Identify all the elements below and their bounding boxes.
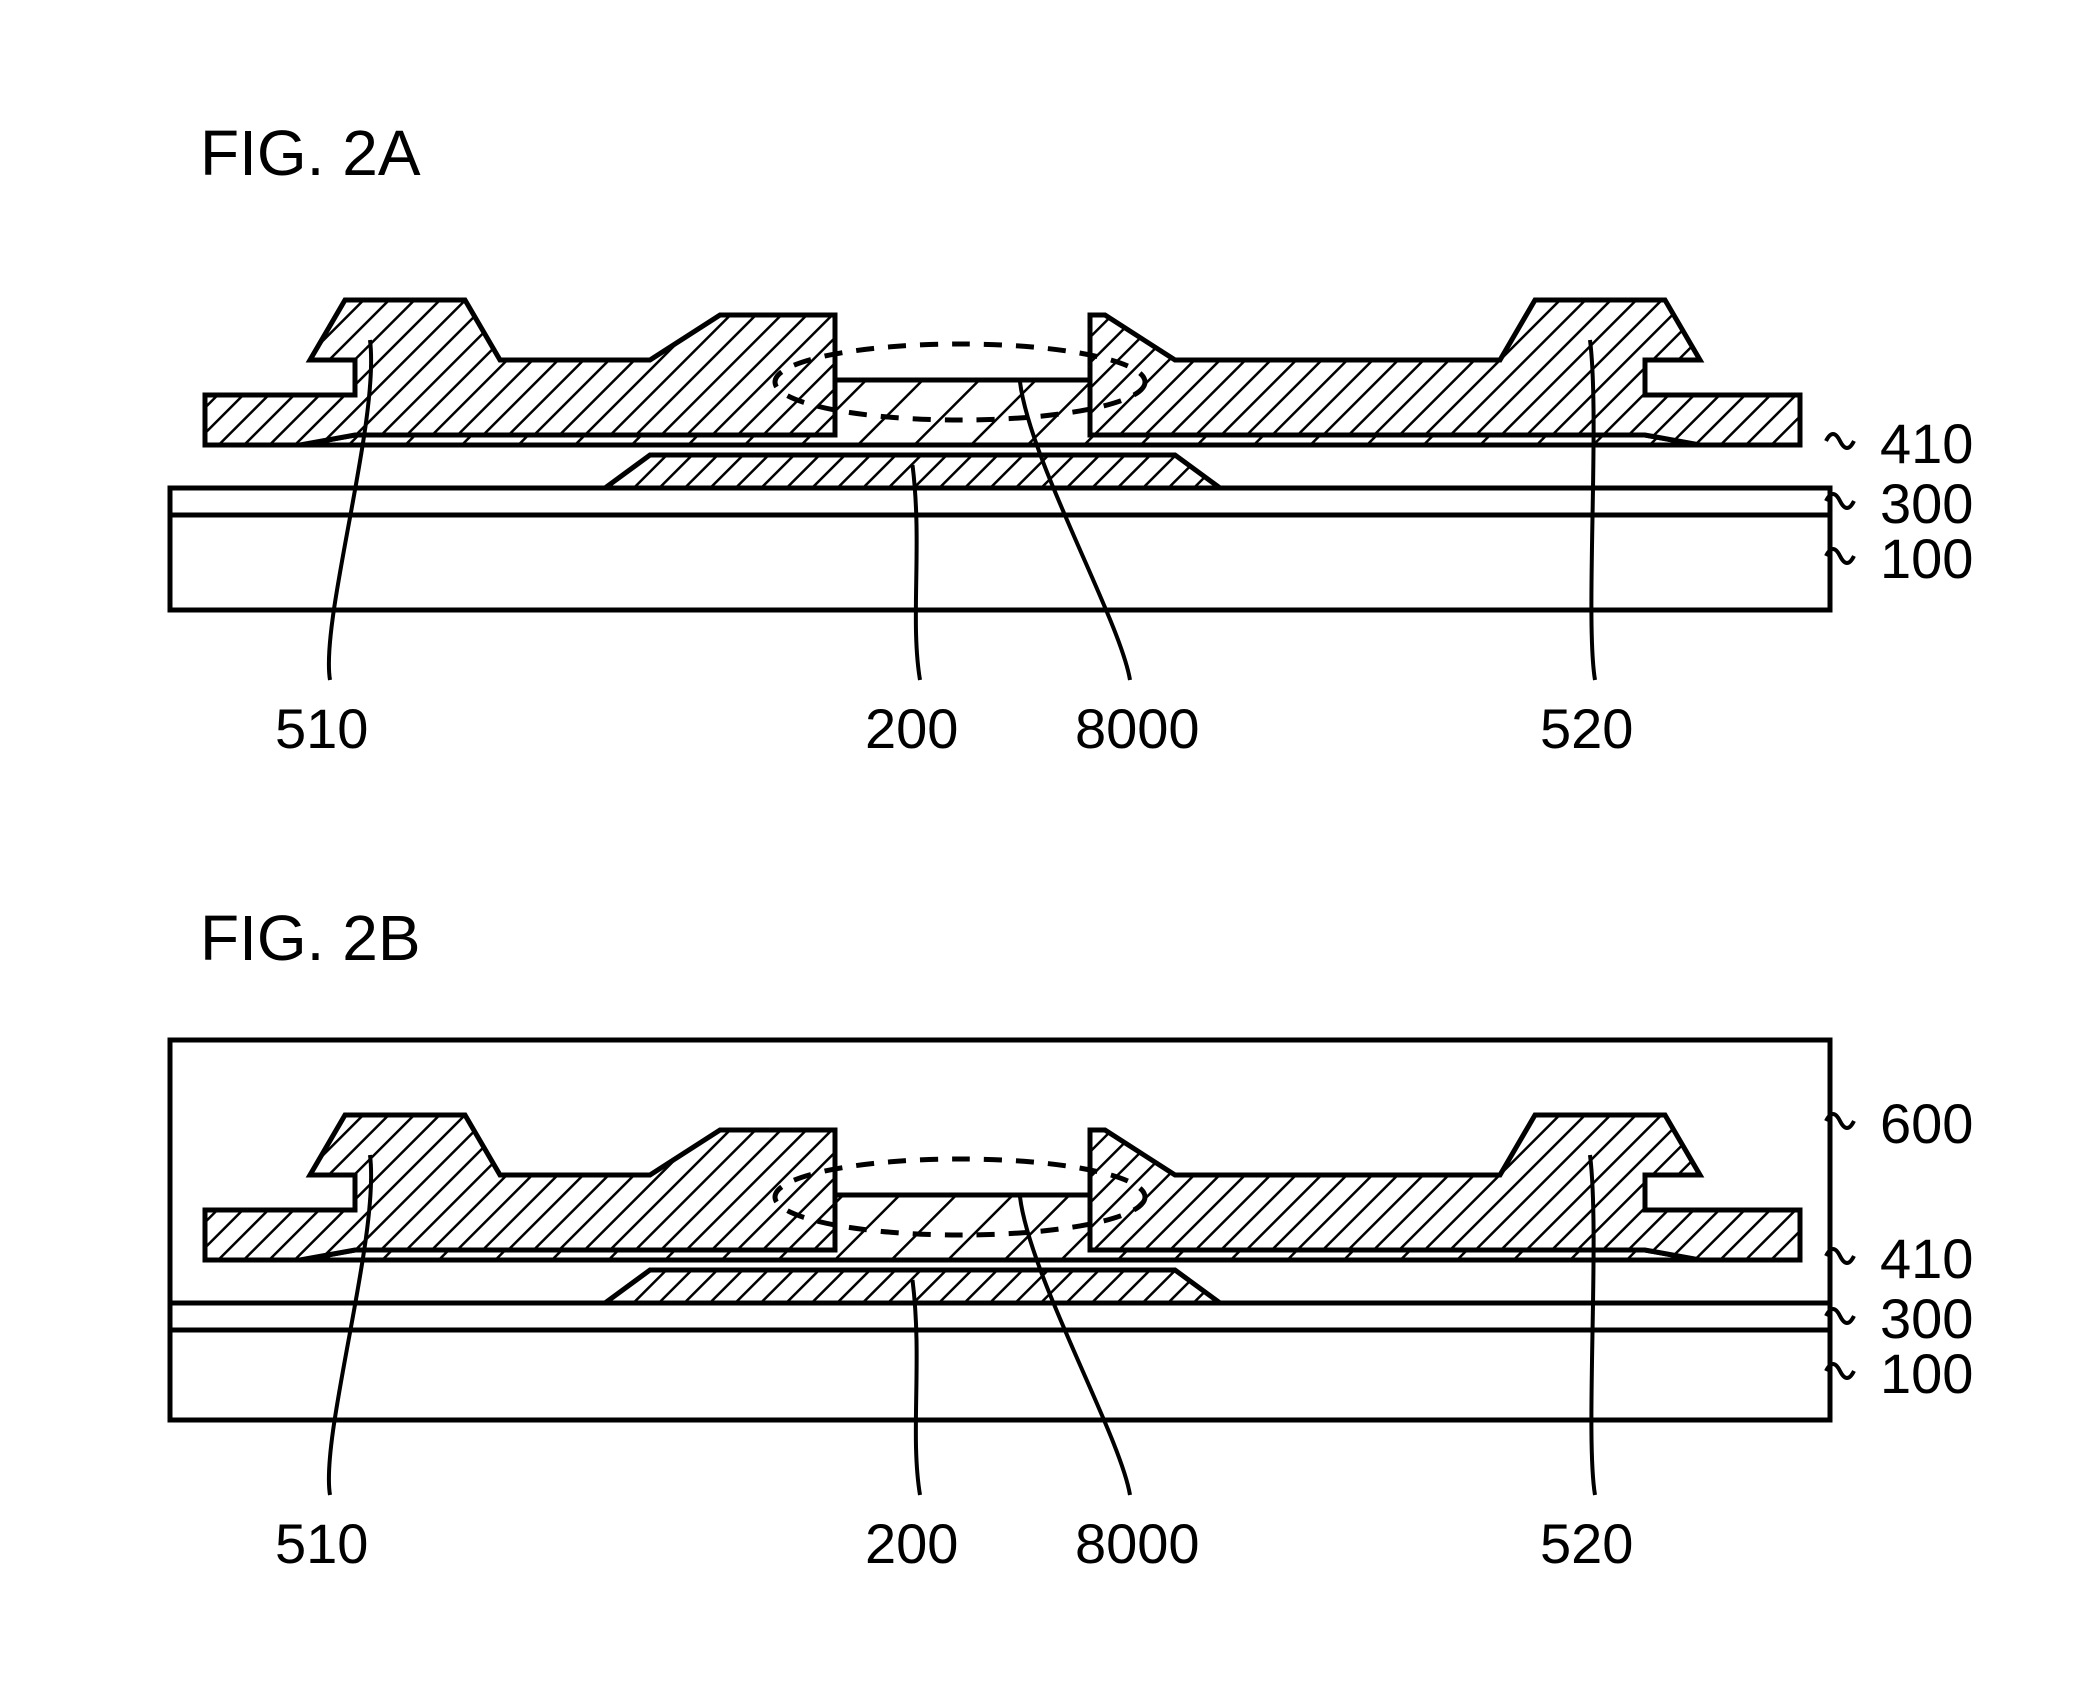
layer-300 [170, 1303, 1830, 1330]
callout-label: 410 [1880, 412, 1973, 475]
callout-label: 8000 [1075, 697, 1200, 760]
callout-label: 520 [1540, 697, 1633, 760]
callout-label: 8000 [1075, 1512, 1200, 1575]
callout-label: 510 [275, 697, 368, 760]
tilde-mark [1826, 434, 1854, 448]
layer-520 [1090, 1115, 1800, 1260]
callout-label: 520 [1540, 1512, 1633, 1575]
layer-300 [170, 488, 1830, 515]
layer-510 [205, 300, 835, 445]
layer-520 [1090, 300, 1800, 445]
layer-100 [170, 1330, 1830, 1420]
callout-label: 600 [1880, 1092, 1973, 1155]
figure-title: FIG. 2B [200, 902, 421, 974]
callout-label: 510 [275, 1512, 368, 1575]
layer-100 [170, 515, 1830, 610]
callout-label: 300 [1880, 1287, 1973, 1350]
callout-label: 100 [1880, 1342, 1973, 1405]
callout-label: 300 [1880, 472, 1973, 535]
figure-title: FIG. 2A [200, 117, 421, 189]
callout-label: 200 [865, 697, 958, 760]
callout-label: 410 [1880, 1227, 1973, 1290]
callout-label: 200 [865, 1512, 958, 1575]
callout-label: 100 [1880, 527, 1973, 590]
layer-510 [205, 1115, 835, 1260]
